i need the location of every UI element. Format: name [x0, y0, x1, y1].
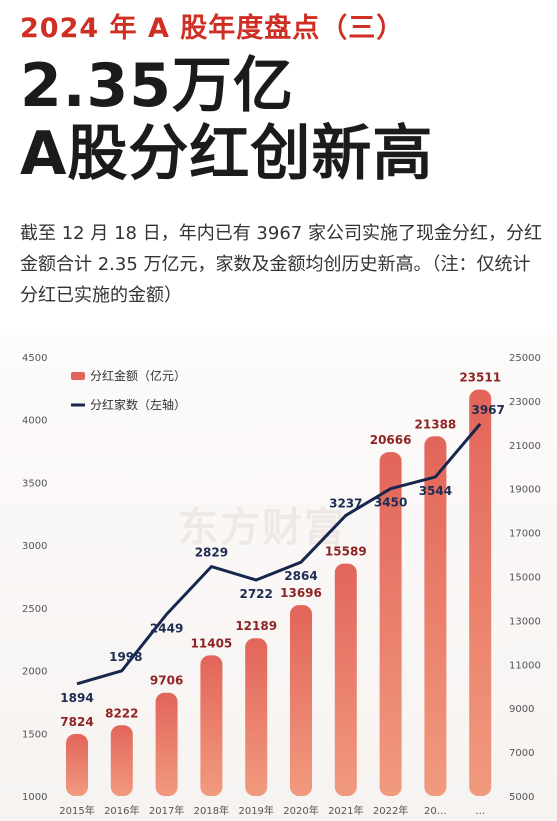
x-axis-tick: 2018年: [194, 804, 229, 817]
right-axis-tick: 5000: [509, 792, 534, 803]
bar: [469, 389, 492, 796]
line-value-label: 2722: [239, 587, 272, 601]
line-value-label: 3450: [374, 496, 407, 510]
bar: [155, 692, 178, 796]
bar-value-label: 9706: [150, 674, 183, 688]
left-axis-tick: 1000: [22, 792, 47, 803]
bar-value-label: 12189: [235, 619, 277, 633]
x-axis-tick: 20…: [424, 806, 447, 817]
description-text: 截至 12 月 18 日，年内已有 3967 家公司实施了现金分红，分红金额合计…: [20, 223, 542, 306]
x-axis-tick: 2016年: [104, 804, 139, 817]
bar: [245, 638, 268, 796]
right-axis-tick: 7000: [509, 748, 534, 759]
right-axis-tick: 21000: [509, 441, 541, 452]
bar-value-label: 23511: [459, 371, 501, 385]
bar: [290, 605, 312, 796]
bar: [424, 436, 447, 796]
line-value-label: 2864: [284, 569, 317, 583]
line-value-label: 3544: [419, 484, 452, 498]
x-axis-tick: 2022年: [373, 804, 408, 817]
right-axis-tick: 9000: [509, 704, 534, 715]
bar-value-label: 11405: [191, 636, 233, 650]
x-axis-tick: 2019年: [238, 804, 273, 817]
line-value-label: 3967: [471, 403, 504, 417]
right-axis-tick: 11000: [509, 660, 541, 671]
left-axis-tick: 4500: [22, 353, 47, 364]
legend-bar-label: 分红金额（亿元）: [90, 368, 186, 383]
line-value-label: 1998: [109, 650, 142, 664]
x-axis-tick: …: [475, 806, 485, 817]
right-axis-tick: 15000: [509, 573, 541, 584]
headline-line-2: A股分红创新高: [20, 119, 434, 189]
line-series: [76, 422, 482, 686]
x-axis-tick: 2017年: [149, 804, 184, 817]
bar-value-label: 15589: [325, 545, 367, 559]
legend-line-label: 分红家数（左轴）: [90, 397, 186, 412]
bar-value-label: 21388: [415, 417, 457, 431]
left-axis-tick: 2000: [22, 667, 47, 678]
left-axis-tick: 2500: [22, 604, 47, 615]
bar: [110, 725, 133, 796]
bar-value-label: 8222: [105, 706, 138, 720]
bar: [379, 452, 402, 796]
x-axis-tick: 2015年: [59, 804, 94, 817]
bar: [200, 655, 223, 796]
bar-value-label: 13696: [280, 586, 322, 600]
x-axis-tick: 2020年: [283, 804, 318, 817]
line-value-label: 2449: [150, 621, 183, 635]
bar: [66, 734, 88, 796]
series-title: 2024 年 A 股年度盘点（三）: [20, 13, 405, 44]
left-axis-tick: 3500: [22, 478, 47, 489]
left-axis-tick: 1500: [22, 729, 47, 740]
line-value-label: 1894: [60, 691, 93, 705]
left-axis-tick: 3000: [22, 541, 47, 552]
dividend-chart: 1000 1500 2000 2500 3000 3500 4000 4500 5000 7000…: [22, 353, 541, 817]
legend-bar-swatch: [71, 372, 85, 380]
watermark-text: 东方财富: [178, 505, 346, 551]
headline-line-1: 2.35万亿: [20, 51, 295, 121]
x-axis-tick: 2021年: [328, 804, 363, 817]
line-value-label: 3237: [329, 496, 362, 510]
right-axis-tick: 23000: [509, 397, 541, 408]
chart-card: 东方财富 1000 1500 2000 2500 3000 3500 4000 4500 500…: [0, 335, 557, 821]
bar-value-label: 7824: [60, 715, 93, 729]
headline: 2.35万亿 A股分红创新高: [20, 52, 433, 188]
bar-value-label: 20666: [370, 433, 412, 447]
left-axis-tick: 4000: [22, 416, 47, 427]
line-value-label: 2829: [195, 546, 228, 560]
right-axis-tick: 13000: [509, 616, 541, 627]
right-axis-tick: 19000: [509, 485, 541, 496]
report-header: 2024 年 A 股年度盘点（三） 2.35万亿 A股分红创新高 截至 12 月…: [0, 0, 557, 330]
right-axis-tick: 25000: [509, 353, 541, 364]
right-axis-tick: 17000: [509, 529, 541, 540]
bar: [334, 563, 357, 796]
